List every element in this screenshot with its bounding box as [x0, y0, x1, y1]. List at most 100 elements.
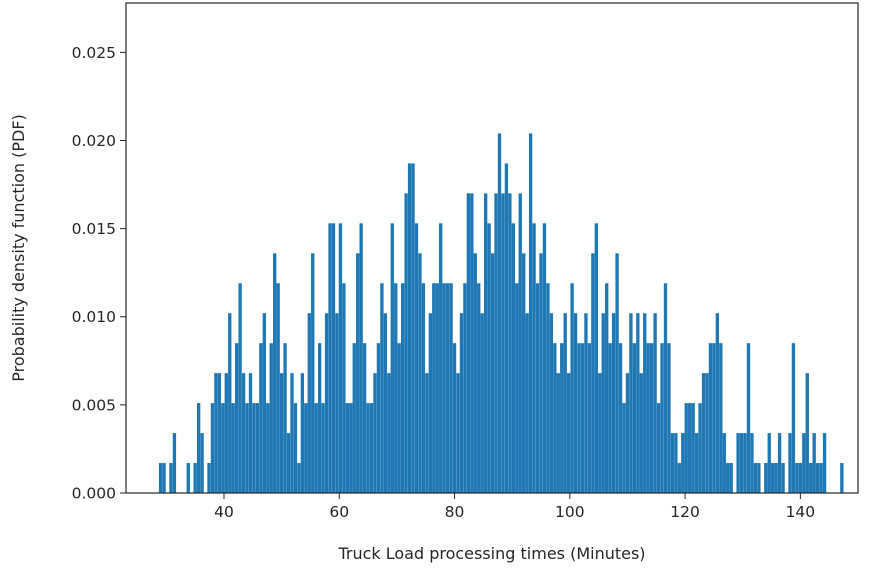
histogram-bar — [418, 253, 422, 493]
histogram-bar — [774, 463, 778, 493]
histogram-bar — [722, 433, 726, 493]
x-axis-label: Truck Load processing times (Minutes) — [337, 544, 645, 563]
histogram-bar — [515, 283, 519, 493]
histogram-bar — [584, 313, 588, 493]
histogram-bar — [480, 313, 484, 493]
histogram-bar — [169, 463, 173, 493]
histogram-bar — [293, 403, 298, 493]
histogram-bar — [719, 343, 723, 493]
histogram-bar — [494, 193, 498, 494]
histogram-bar — [625, 373, 630, 493]
histogram-bar — [691, 403, 695, 493]
histogram-bar — [511, 223, 515, 493]
histogram-bar — [435, 283, 439, 493]
histogram-bar — [307, 313, 311, 493]
histogram-bar — [314, 403, 318, 493]
histogram-bar — [459, 313, 464, 493]
histogram-bar — [279, 373, 284, 493]
histogram-bar — [518, 193, 522, 494]
histogram-bar — [632, 343, 637, 493]
histogram-bar — [193, 463, 197, 493]
histogram-bar — [273, 253, 277, 493]
y-tick-label: 0.015 — [72, 220, 116, 238]
histogram-bar — [771, 463, 775, 493]
histogram-bar — [684, 403, 688, 493]
histogram-bar — [570, 283, 574, 493]
histogram-bar — [390, 223, 394, 493]
y-tick-label: 0.005 — [72, 396, 116, 414]
histogram-bar — [757, 463, 761, 493]
histogram-bar — [349, 403, 353, 493]
histogram-bar — [207, 463, 211, 493]
histogram-bar — [501, 193, 505, 494]
histogram-bar — [639, 373, 643, 493]
histogram-bar — [591, 253, 595, 493]
histogram-bar — [764, 463, 768, 493]
x-axis: 40 60 80 100 120 140 — [214, 493, 815, 521]
histogram-bar — [439, 223, 443, 493]
histogram-bar — [200, 433, 204, 493]
histogram-bar — [483, 193, 488, 494]
histogram-bar — [300, 373, 305, 493]
histogram-bar — [214, 373, 218, 493]
histogram-bar — [477, 283, 481, 493]
plot-frame — [125, 2, 859, 494]
histogram-bar — [317, 343, 322, 493]
histogram-bar — [210, 403, 215, 493]
y-axis-label: Probability density function (PDF) — [9, 114, 28, 382]
histogram-bar — [815, 463, 820, 493]
histogram-bar — [646, 343, 650, 493]
histogram-bar — [777, 433, 782, 493]
histogram-bar — [466, 193, 471, 494]
histogram-bar — [158, 463, 163, 493]
histogram-bar — [795, 463, 799, 493]
histogram-bar — [563, 313, 567, 493]
y-tick-label: 0.020 — [72, 132, 116, 150]
histogram-bar — [266, 403, 270, 493]
histogram-bar — [712, 343, 716, 493]
histogram-bar — [622, 403, 626, 493]
histogram-bar — [819, 463, 823, 493]
histogram-bar — [456, 373, 460, 493]
histogram-bar — [643, 313, 647, 493]
histogram-bar — [231, 403, 235, 493]
histogram-bar — [162, 463, 166, 493]
histogram-bar — [421, 283, 426, 493]
histogram-bar — [539, 253, 543, 493]
histogram-bar — [653, 313, 657, 493]
histogram-bar — [338, 223, 343, 493]
histogram-bar — [241, 373, 246, 493]
histogram-bar — [729, 463, 733, 493]
histogram-bar — [335, 313, 339, 493]
x-tick-label: 140 — [786, 503, 816, 521]
histogram-bar — [649, 343, 654, 493]
histogram-bar — [608, 343, 612, 493]
histogram-bar — [352, 343, 356, 493]
histogram-bar — [452, 343, 457, 493]
histogram-bar — [618, 343, 623, 493]
histogram-bar — [196, 403, 201, 493]
histogram-bar — [407, 163, 412, 493]
histogram-bar — [487, 223, 491, 493]
histogram-bar — [677, 463, 681, 493]
histogram-bar — [321, 403, 325, 493]
histogram-bar — [262, 313, 266, 493]
histogram-bar — [753, 463, 758, 493]
histogram-bar — [400, 283, 405, 493]
histogram-bar — [750, 433, 754, 493]
histogram-bar — [224, 373, 228, 493]
y-tick-label: 0.010 — [72, 308, 116, 326]
histogram-bar — [708, 343, 713, 493]
histogram-bar — [546, 283, 550, 493]
histogram-bar — [798, 463, 803, 493]
histogram-bar — [411, 163, 415, 493]
histogram-bar — [380, 283, 384, 493]
histogram-bar — [681, 433, 685, 493]
histogram-bar — [522, 253, 526, 493]
histogram-bar — [674, 433, 678, 493]
histogram-bar — [577, 343, 581, 493]
histogram-bar — [553, 343, 557, 493]
histogram-bar — [705, 373, 709, 493]
histogram-bar — [238, 283, 242, 493]
